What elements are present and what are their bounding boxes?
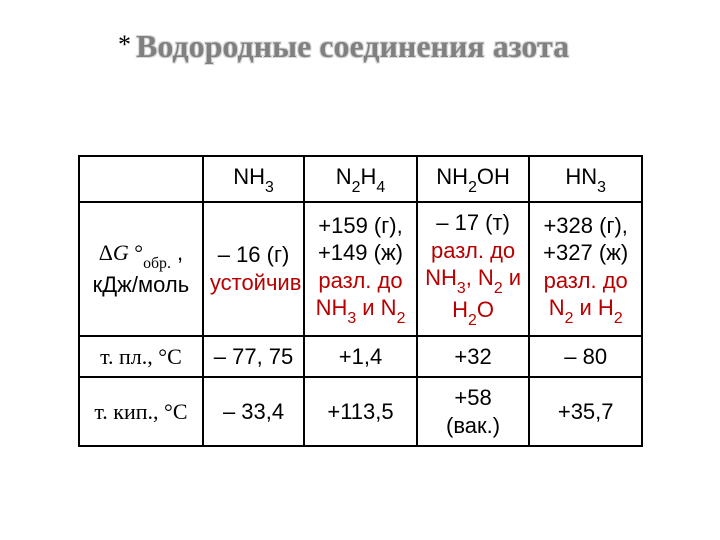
row-label-mp: т. пл., °С <box>79 336 203 378</box>
table-header-row: NH3 N2H4 NH2OH HN3 <box>79 156 642 202</box>
cell-deltaG-n2h4: +159 (г),+149 (ж)разл. доNH3 и N2 <box>304 202 417 335</box>
cell-deltaG-nh2oh: – 17 (т)разл. доNH3, N2 иH2O <box>417 202 530 335</box>
row-label-bp: т. кип., °С <box>79 377 203 446</box>
row-label-deltaG: ΔG °обр. ,кДж/моль <box>79 202 203 335</box>
cell-bp-hn3: +35,7 <box>529 377 642 446</box>
cell-deltaG-nh3: – 16 (г)устойчив <box>203 202 304 335</box>
col-header-nh3: NH3 <box>203 156 304 202</box>
compounds-table-wrapper: NH3 N2H4 NH2OH HN3 ΔG °обр. ,кДж/моль – … <box>78 155 643 447</box>
col-header-blank <box>79 156 203 202</box>
cell-bp-nh3: – 33,4 <box>203 377 304 446</box>
table-row: т. кип., °С – 33,4 +113,5 +58(вак.) +35,… <box>79 377 642 446</box>
title-bullet: * <box>118 30 131 60</box>
table-row: ΔG °обр. ,кДж/моль – 16 (г)устойчив +159… <box>79 202 642 335</box>
cell-bp-nh2oh: +58(вак.) <box>417 377 530 446</box>
table-row: т. пл., °С – 77, 75 +1,4 +32 – 80 <box>79 336 642 378</box>
col-header-n2h4: N2H4 <box>304 156 417 202</box>
cell-deltaG-hn3: +328 (г),+327 (ж)разл. доN2 и H2 <box>529 202 642 335</box>
cell-mp-n2h4: +1,4 <box>304 336 417 378</box>
slide-title: Водородные соединения азота <box>136 28 569 65</box>
cell-mp-nh3: – 77, 75 <box>203 336 304 378</box>
cell-mp-hn3: – 80 <box>529 336 642 378</box>
compounds-table: NH3 N2H4 NH2OH HN3 ΔG °обр. ,кДж/моль – … <box>78 155 643 447</box>
col-header-hn3: HN3 <box>529 156 642 202</box>
cell-mp-nh2oh: +32 <box>417 336 530 378</box>
cell-bp-n2h4: +113,5 <box>304 377 417 446</box>
col-header-nh2oh: NH2OH <box>417 156 530 202</box>
